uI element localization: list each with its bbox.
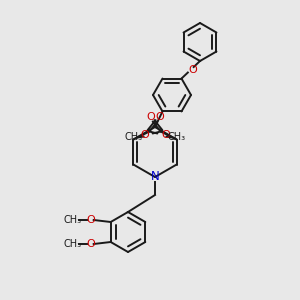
Text: O: O xyxy=(155,112,164,122)
Text: CH₃: CH₃ xyxy=(124,133,143,142)
Text: CH₃: CH₃ xyxy=(64,215,82,225)
Text: O: O xyxy=(140,130,149,140)
Text: O: O xyxy=(86,215,95,225)
Text: O: O xyxy=(188,65,197,75)
Text: O: O xyxy=(146,112,155,122)
Text: CH₃: CH₃ xyxy=(167,133,185,142)
Text: O: O xyxy=(86,239,95,249)
Text: N: N xyxy=(151,170,159,184)
Text: O: O xyxy=(161,130,170,140)
Text: CH₃: CH₃ xyxy=(64,239,82,249)
